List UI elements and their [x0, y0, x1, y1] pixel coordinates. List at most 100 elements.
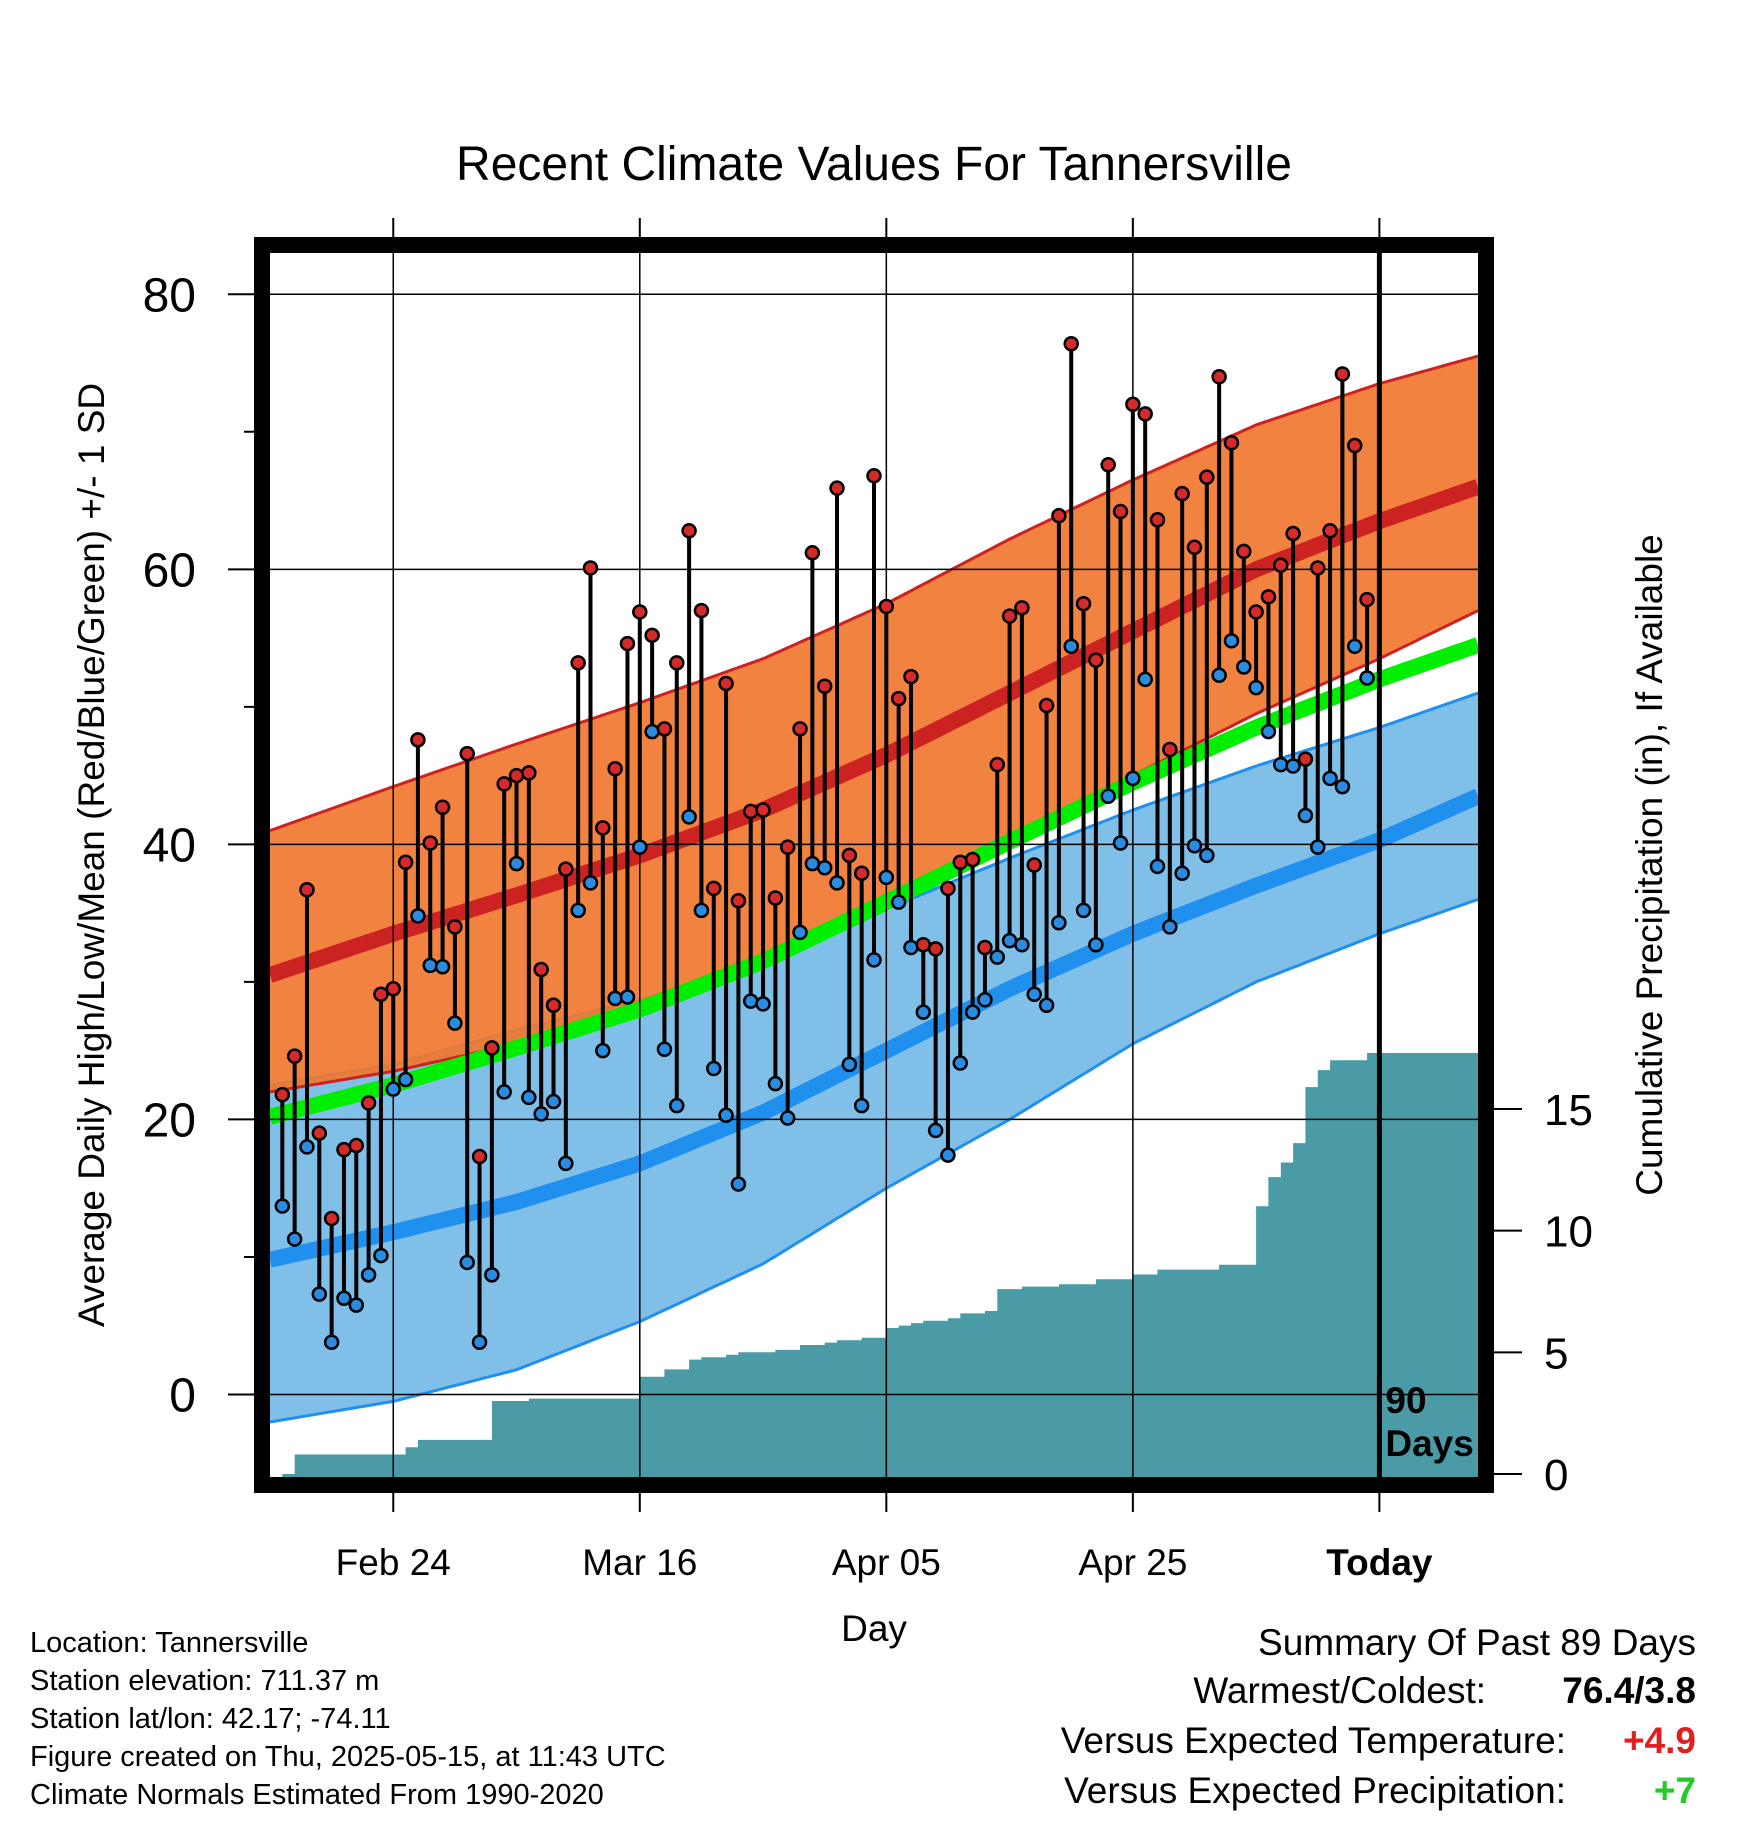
daily-low-point	[619, 989, 636, 1005]
daily-high-point	[1310, 560, 1326, 576]
daily-high-point	[1174, 485, 1190, 502]
daily-high-point	[1112, 503, 1129, 520]
daily-low-point	[1075, 902, 1092, 919]
daily-high-point	[632, 604, 648, 620]
daily-high-point	[890, 690, 907, 707]
daily-low-point	[1174, 865, 1190, 882]
daily-low-point	[1273, 756, 1289, 773]
daily-high-point	[434, 799, 451, 815]
daily-low-point	[385, 1081, 402, 1097]
daily-high-point	[816, 678, 833, 694]
daily-low-point	[1260, 723, 1277, 740]
daily-low-point	[841, 1056, 858, 1073]
daily-low-point	[977, 992, 993, 1008]
precip-vs-expected-value: +7	[1653, 1770, 1696, 1811]
daily-low-point	[1211, 667, 1227, 683]
daily-low-point	[348, 1297, 365, 1313]
x-tick-label: Apr 25	[1078, 1542, 1187, 1583]
daily-low-point	[299, 1139, 315, 1155]
daily-low-point	[1051, 915, 1067, 931]
daily-high-point	[669, 655, 685, 671]
daily-high-point	[336, 1141, 352, 1158]
daily-high-point	[1100, 457, 1116, 473]
daily-high-point	[1001, 608, 1018, 624]
daily-high-point	[730, 893, 747, 909]
daily-low-point	[1186, 837, 1203, 854]
x-tick-label: Feb 24	[336, 1542, 451, 1583]
daily-low-point	[447, 1015, 463, 1031]
daily-low-point	[964, 1004, 981, 1020]
daily-low-point	[508, 855, 525, 872]
daily-high-point	[508, 767, 525, 784]
daily-low-point	[878, 869, 895, 886]
daily-high-point	[1260, 589, 1277, 605]
y-tick-label: 40	[143, 819, 196, 872]
daily-low-point	[1137, 671, 1153, 688]
daily-low-point	[1088, 937, 1104, 953]
daily-high-point	[841, 847, 858, 864]
daily-high-point	[1223, 435, 1240, 451]
daily-high-point	[853, 865, 870, 882]
summary-heading: Summary Of Past 89 Days	[1258, 1622, 1696, 1663]
daily-high-point	[964, 851, 981, 868]
temp-vs-expected-value: +4.9	[1622, 1720, 1696, 1761]
daily-high-point	[804, 545, 821, 561]
daily-high-point	[471, 1148, 488, 1165]
daily-low-point	[742, 993, 759, 1009]
daily-low-point	[927, 1122, 944, 1139]
y2-axis-label: Cumulative Precipitation (in), If Availa…	[1629, 534, 1670, 1196]
daily-low-point	[1346, 638, 1363, 655]
daily-high-point	[1334, 366, 1351, 382]
daily-high-point	[1026, 857, 1042, 873]
daily-high-point	[459, 745, 475, 762]
daily-low-point	[323, 1334, 340, 1350]
daily-high-point	[1014, 600, 1030, 616]
daily-low-point	[1014, 937, 1030, 953]
daily-low-point	[644, 723, 660, 740]
daily-high-point	[903, 668, 919, 685]
daily-high-point	[1186, 539, 1203, 556]
y-tick-label: 20	[143, 1094, 196, 1147]
today-marker-label-line2: Days	[1385, 1423, 1473, 1464]
daily-low-point	[755, 996, 771, 1012]
daily-high-point	[706, 880, 722, 897]
daily-low-point	[595, 1042, 611, 1059]
daily-low-point	[1038, 997, 1055, 1014]
daily-low-point	[681, 809, 697, 825]
daily-low-point	[632, 839, 648, 855]
daily-high-point	[1088, 652, 1104, 668]
station-info: Location: Tannersville Station elevation…	[30, 1624, 666, 1814]
daily-high-point	[619, 635, 636, 652]
daily-high-point	[952, 854, 969, 870]
daily-low-point	[360, 1267, 377, 1283]
daily-low-point	[903, 939, 919, 956]
daily-high-point	[1322, 523, 1338, 539]
daily-high-point	[570, 655, 586, 671]
daily-high-point	[1162, 741, 1178, 758]
daily-high-point	[397, 854, 414, 870]
daily-high-point	[878, 598, 895, 615]
daily-low-point	[533, 1106, 549, 1122]
daily-low-point	[706, 1060, 722, 1077]
daily-high-point	[989, 756, 1006, 773]
daily-low-point	[311, 1286, 328, 1302]
latlon-text: Station lat/lon: 42.17; -74.11	[30, 1703, 391, 1735]
daily-low-point	[1125, 770, 1141, 787]
location-text: Location: Tannersville	[30, 1627, 309, 1659]
daily-high-point	[582, 560, 599, 576]
daily-high-point	[779, 839, 796, 855]
x-tick-label: Apr 05	[832, 1542, 941, 1583]
daily-high-point	[533, 961, 549, 978]
daily-low-point	[373, 1247, 389, 1264]
low-normal-line	[268, 788, 1482, 1268]
daily-low-point	[471, 1334, 488, 1350]
daily-low-point	[792, 924, 808, 941]
daily-low-point	[656, 1041, 673, 1058]
daily-high-point	[1236, 543, 1252, 560]
daily-low-point	[1297, 807, 1314, 824]
daily-high-point	[521, 765, 537, 781]
daily-low-point	[915, 1004, 932, 1020]
daily-high-point	[323, 1210, 340, 1227]
y-tick-label: 0	[169, 1369, 196, 1422]
